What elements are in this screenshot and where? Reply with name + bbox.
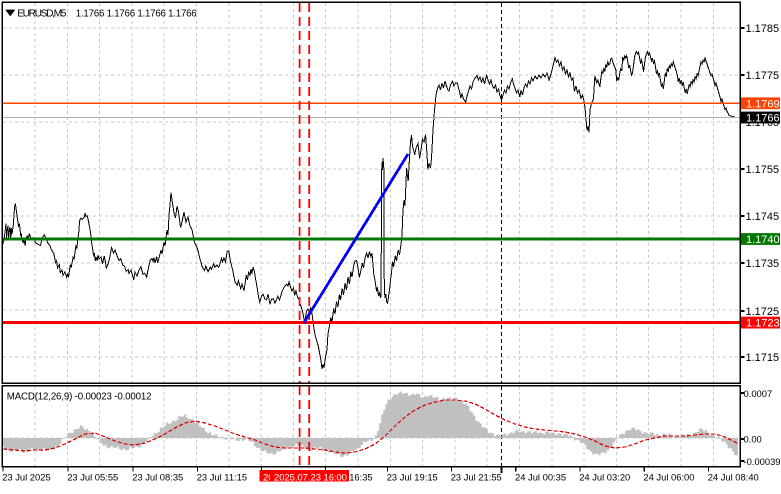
svg-text:0.00: 0.00 <box>744 433 762 444</box>
svg-text:24 Jul 08:40: 24 Jul 08:40 <box>708 472 759 483</box>
svg-text:1.1745: 1.1745 <box>746 211 780 223</box>
svg-text:1.1785: 1.1785 <box>746 23 780 35</box>
svg-text:23 Jul 21:55: 23 Jul 21:55 <box>451 472 502 483</box>
svg-text:MACD(12,26,9) -0.00023 -0.0001: MACD(12,26,9) -0.00023 -0.00012 <box>7 392 152 403</box>
svg-text:1.1740: 1.1740 <box>746 234 780 246</box>
svg-text:1.1715: 1.1715 <box>746 352 780 364</box>
svg-text:1.1766 1.1766 1.1766 1.1766: 1.1766 1.1766 1.1766 1.1766 <box>76 9 197 20</box>
svg-text:23 Jul 05:55: 23 Jul 05:55 <box>67 472 118 483</box>
svg-text:24 Jul 03:20: 24 Jul 03:20 <box>579 472 630 483</box>
svg-text:23 Jul 11:15: 23 Jul 11:15 <box>197 472 247 483</box>
svg-text:23 Jul 08:35: 23 Jul 08:35 <box>132 472 183 483</box>
svg-text:2025.07.23 16:00: 2025.07.23 16:00 <box>274 472 347 483</box>
svg-text:1.1769: 1.1769 <box>746 98 780 110</box>
svg-text:-0.00039: -0.00039 <box>744 456 781 467</box>
svg-text:16:35: 16:35 <box>349 472 372 483</box>
svg-text:1.1723: 1.1723 <box>746 318 780 330</box>
svg-text:1.1755: 1.1755 <box>746 164 780 176</box>
svg-text:0.0007: 0.0007 <box>744 388 773 399</box>
svg-text:24 Jul 06:00: 24 Jul 06:00 <box>643 472 694 483</box>
svg-text:1.1735: 1.1735 <box>746 258 780 270</box>
svg-text:EURUSD,M5: EURUSD,M5 <box>17 9 67 20</box>
svg-text:1.1725: 1.1725 <box>746 306 780 318</box>
svg-text:1.1766: 1.1766 <box>746 113 780 125</box>
svg-text:23 Jul 19:15: 23 Jul 19:15 <box>387 472 438 483</box>
svg-text:24 Jul 00:35: 24 Jul 00:35 <box>515 472 566 483</box>
svg-text:1.1775: 1.1775 <box>746 70 780 82</box>
svg-text:23 Jul 2025: 23 Jul 2025 <box>2 472 50 483</box>
